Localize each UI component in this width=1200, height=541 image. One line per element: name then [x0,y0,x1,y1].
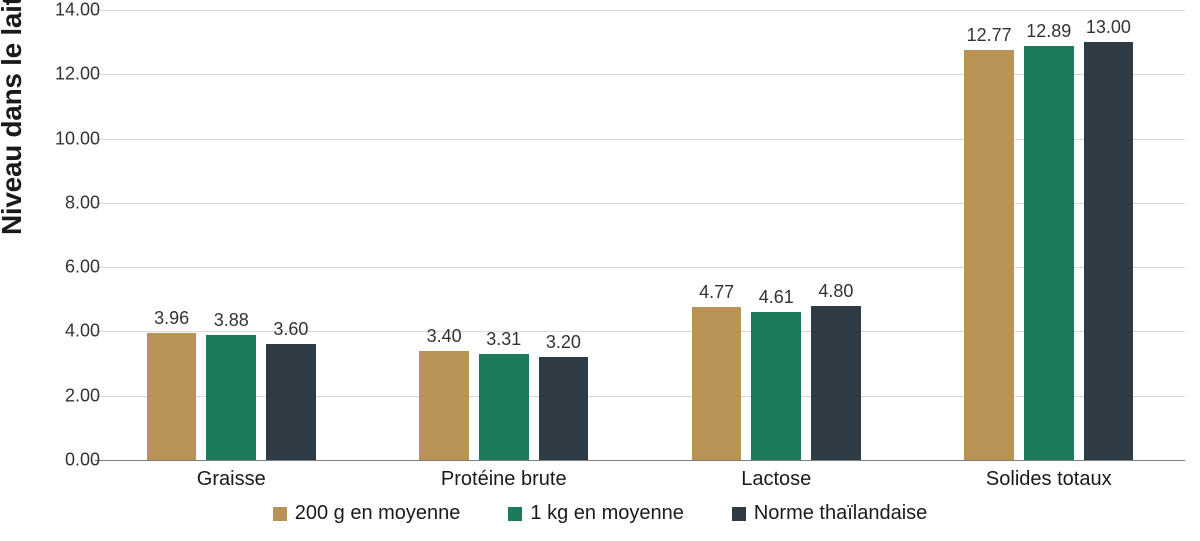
bar [751,312,801,460]
y-tick-label: 12.00 [40,64,100,85]
y-tick-label: 14.00 [40,0,100,21]
grid-line [95,396,1185,397]
category-label: Protéine brute [441,468,567,491]
legend-label: 200 g en moyenne [295,502,461,525]
bar [266,344,316,460]
bar [1084,42,1134,460]
grid-line [95,74,1185,75]
legend-item: 200 g en moyenne [273,502,461,525]
category-label: Solides totaux [986,468,1112,491]
category-label: Lactose [741,468,811,491]
legend-item: Norme thaïlandaise [732,502,927,525]
legend-swatch [508,507,522,521]
category-label: Graisse [197,468,266,491]
bar [539,357,589,460]
legend-swatch [273,507,287,521]
legend: 200 g en moyenne 1 kg en moyenne Norme tha… [0,502,1200,525]
y-tick-label: 4.00 [40,321,100,342]
grid-line [95,267,1185,268]
bar [1024,46,1074,460]
legend-label: Norme thaïlandaise [754,502,927,525]
bar [692,307,742,460]
grid-line [95,139,1185,140]
x-axis-baseline [95,460,1185,461]
bar-value-label: 4.80 [796,281,876,306]
bar [479,354,529,460]
y-axis-title: Niveau dans le lait (%) [0,0,28,235]
bar [811,306,861,460]
y-tick-label: 10.00 [40,128,100,149]
grid-line [95,10,1185,11]
y-tick-label: 6.00 [40,257,100,278]
y-tick-label: 2.00 [40,385,100,406]
legend-item: 1 kg en moyenne [508,502,683,525]
bar [147,333,197,460]
y-tick-label: 8.00 [40,192,100,213]
bar-value-label: 3.20 [523,332,603,357]
bar [964,50,1014,460]
legend-swatch [732,507,746,521]
bar-value-label: 3.60 [251,319,331,344]
grid-line [95,203,1185,204]
y-tick-label: 0.00 [40,450,100,471]
bar-value-label: 13.00 [1068,17,1148,42]
plot-area: 3.963.883.603.403.313.204.774.614.8012.7… [95,10,1185,460]
milk-composition-chart: Niveau dans le lait (%) 3.963.883.603.40… [0,0,1200,541]
legend-label: 1 kg en moyenne [530,502,683,525]
bar [206,335,256,460]
bar [419,351,469,460]
